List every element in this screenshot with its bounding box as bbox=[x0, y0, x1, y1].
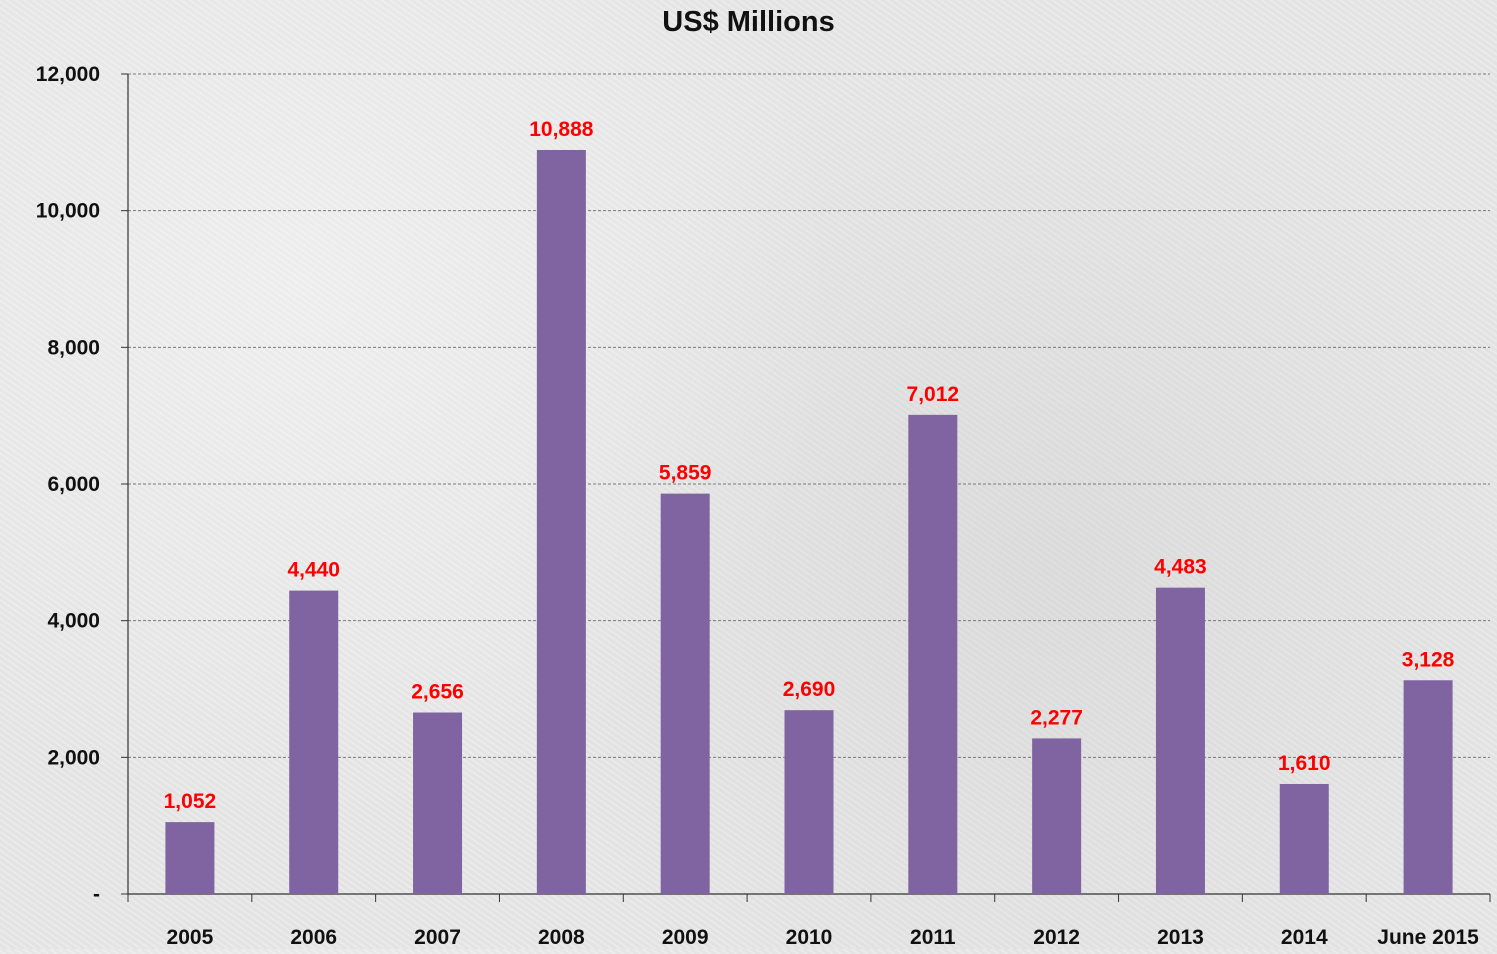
bar bbox=[660, 493, 710, 894]
data-label: 2,690 bbox=[783, 678, 836, 701]
bar bbox=[1403, 680, 1453, 894]
x-tick-label: 2013 bbox=[1157, 926, 1204, 949]
data-label: 4,440 bbox=[287, 559, 340, 582]
x-tick-label: 2010 bbox=[786, 926, 833, 949]
y-tick-label: - bbox=[93, 883, 100, 906]
bar bbox=[1155, 587, 1205, 894]
data-label: 1,052 bbox=[164, 790, 217, 813]
x-tick-label: 2009 bbox=[662, 926, 709, 949]
x-tick-label: 2014 bbox=[1281, 926, 1328, 949]
x-tick-label: 2007 bbox=[414, 926, 461, 949]
y-tick-label: 6,000 bbox=[47, 473, 100, 496]
bar bbox=[165, 822, 215, 894]
x-tick-label: 2008 bbox=[538, 926, 585, 949]
data-label: 1,610 bbox=[1278, 752, 1331, 775]
data-label: 4,483 bbox=[1154, 556, 1207, 579]
y-tick-label: 4,000 bbox=[47, 610, 100, 633]
x-tick-label: 2011 bbox=[910, 926, 956, 949]
y-tick-label: 10,000 bbox=[36, 200, 100, 223]
y-tick-label: 8,000 bbox=[47, 336, 100, 359]
data-label: 5,859 bbox=[659, 462, 712, 485]
x-tick-label: 2006 bbox=[290, 926, 337, 949]
bar bbox=[289, 590, 339, 894]
data-label: 2,277 bbox=[1030, 706, 1083, 729]
y-tick-label: 2,000 bbox=[47, 746, 100, 769]
y-tick-label: 12,000 bbox=[36, 63, 100, 86]
bar bbox=[784, 710, 834, 894]
x-tick-label: June 2015 bbox=[1377, 926, 1479, 949]
data-label: 2,656 bbox=[411, 681, 464, 704]
bar bbox=[1032, 738, 1082, 894]
x-tick-label: 2012 bbox=[1033, 926, 1080, 949]
chart-title: US$ Millions bbox=[662, 6, 835, 38]
data-label: 3,128 bbox=[1402, 648, 1455, 671]
data-label: 10,888 bbox=[529, 118, 594, 141]
data-label: 7,012 bbox=[907, 383, 960, 406]
bar bbox=[908, 414, 958, 894]
bar bbox=[413, 712, 463, 894]
x-tick-label: 2005 bbox=[167, 926, 214, 949]
bar bbox=[1279, 783, 1329, 894]
bar bbox=[536, 149, 586, 894]
